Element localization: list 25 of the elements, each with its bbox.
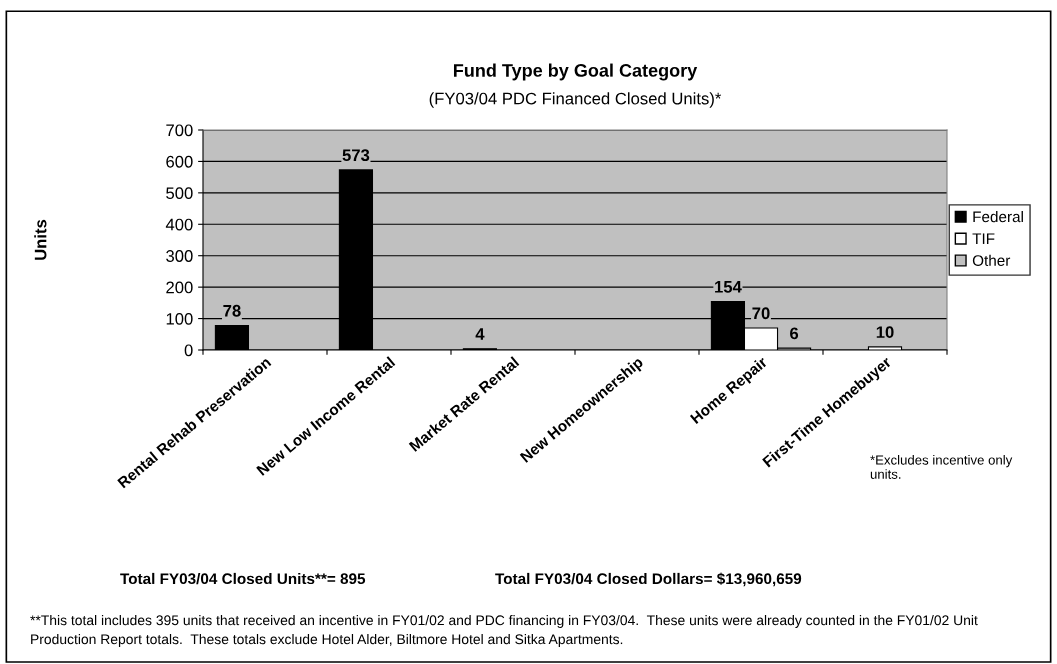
- data-label: 6: [790, 327, 799, 340]
- y-axis-title: Units: [34, 219, 47, 260]
- y-tick-label: 400: [165, 218, 193, 231]
- y-tick-label: 100: [166, 312, 193, 325]
- legend-label: Other: [972, 254, 1011, 266]
- data-label: 70: [752, 307, 770, 320]
- text: *Excludes incentive only units.: [870, 455, 1013, 479]
- legend-label: TIF: [972, 233, 995, 244]
- data-label: 10: [876, 326, 894, 339]
- y-tick-label: 700: [166, 124, 193, 137]
- y-tick-label: 300: [166, 250, 193, 262]
- data-label: 4: [475, 328, 485, 340]
- y-tick-label: 200: [166, 281, 193, 294]
- chart-subtitle: (FY03/04 PDC Financed Closed Units)*: [429, 92, 722, 108]
- legend-label: Federal: [973, 211, 1023, 223]
- text: Total FY03/04 Closed Units**= 895: [120, 572, 366, 585]
- y-tick-label: 500: [166, 187, 193, 200]
- data-label: 78: [223, 304, 241, 317]
- text: **This total includes 395 units that received an incentive in FY01/02 and PDC financing in FY03/04. These units were already counted in the FY01/02 Unit Production Report totals. These totals exclude Hotel Alder, Biltmore Hotel and Sitka Apartments.: [30, 615, 978, 647]
- text: Total FY03/04 Closed Dollars= $13,960,659: [495, 572, 802, 587]
- chart-title: Fund Type by Goal Category: [453, 63, 698, 81]
- data-label: 573: [342, 149, 370, 162]
- data-label: 154: [715, 281, 742, 293]
- y-tick-label: 600: [166, 155, 193, 168]
- y-tick-label: 0: [184, 344, 193, 357]
